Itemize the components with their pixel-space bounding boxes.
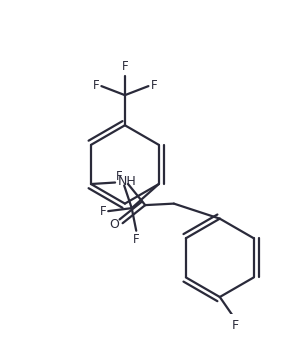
- Text: F: F: [100, 205, 106, 218]
- Text: F: F: [133, 233, 140, 246]
- Text: F: F: [150, 79, 157, 92]
- Text: NH: NH: [117, 176, 136, 188]
- Text: F: F: [93, 79, 99, 92]
- Text: O: O: [109, 218, 119, 231]
- Text: F: F: [121, 61, 128, 73]
- Text: F: F: [231, 319, 239, 332]
- Text: F: F: [116, 171, 123, 183]
